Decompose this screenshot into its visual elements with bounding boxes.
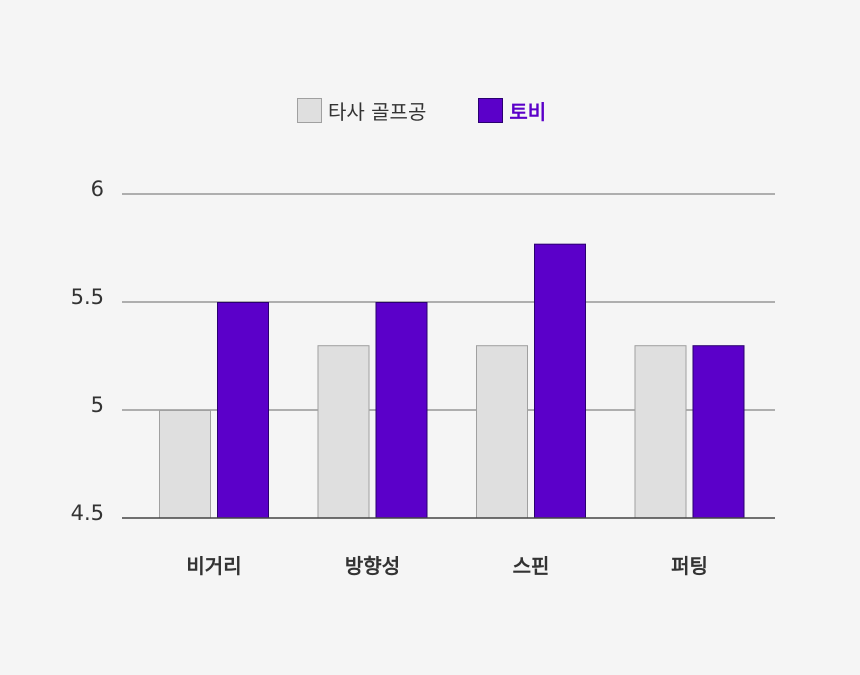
- legend-swatch-tobi: [478, 98, 504, 123]
- x-tick-label: 비거리: [186, 554, 241, 578]
- bar-tobi: [217, 302, 269, 519]
- legend-swatch-competitor: [297, 98, 322, 123]
- y-tick-label: 4.5: [71, 501, 104, 525]
- legend-label-competitor: 타사 골프공: [328, 100, 427, 124]
- x-tick-label: 퍼팅: [671, 554, 708, 578]
- y-tick-label: 5: [91, 393, 104, 417]
- bar-tobi: [534, 243, 586, 519]
- bar-competitor: [634, 345, 687, 519]
- y-tick-label: 5.5: [71, 285, 104, 309]
- bar-tobi: [375, 302, 428, 519]
- y-tick-label: 6: [91, 177, 104, 201]
- legend-label-tobi: 토비: [509, 100, 547, 124]
- x-tick-label: 방향성: [345, 554, 400, 578]
- bar-competitor: [159, 410, 211, 519]
- legend-item-competitor: 타사 골프공: [297, 96, 426, 125]
- bar-competitor: [317, 345, 370, 519]
- legend-item-tobi: 토비: [478, 96, 546, 125]
- x-tick-label: 스핀: [513, 554, 550, 578]
- bar-competitor: [476, 345, 528, 519]
- bar-tobi: [692, 345, 745, 519]
- legend: 타사 골프공 토비: [297, 96, 598, 125]
